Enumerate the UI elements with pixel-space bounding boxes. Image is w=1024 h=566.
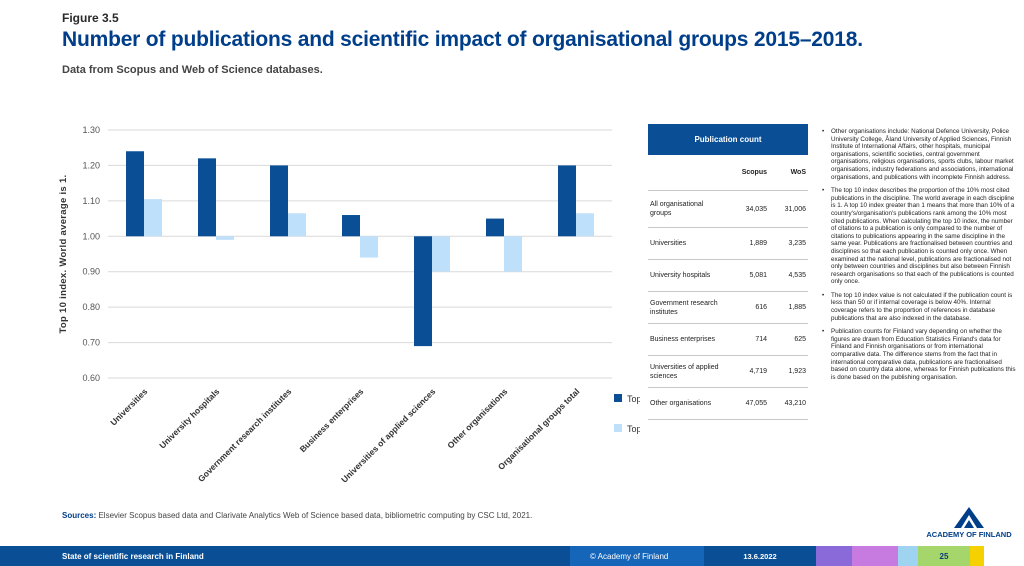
table-cell: 5,081 [749,272,767,279]
y-tick-label: 0.80 [82,302,100,312]
y-tick-label: 0.60 [82,373,100,383]
academy-logo: ACADEMY OF FINLAND [916,506,1022,542]
bar [486,218,504,237]
publication-count-table: Publication count Scopus WoS All organis… [648,124,808,420]
page-subtitle: Data from Scopus and Web of Science data… [62,64,323,76]
footer-color-block [984,546,1024,566]
notes-list: Other organisations include: National De… [822,128,1018,387]
x-tick-label: Business enterprises [298,386,366,454]
table-column-header: Scopus [741,169,767,176]
table-cell: 714 [755,336,767,343]
table-row: Government research institutes 616 1,885 [648,292,808,324]
logo-text: ACADEMY OF FINLAND [926,530,1012,539]
bar [270,165,288,237]
x-tick-label: University hospitals [157,386,221,450]
mountain-logo-icon [954,507,984,528]
footer-page-number: 25 [918,546,970,566]
legend-entry: Top 10 index Scopus [627,394,640,404]
bar [216,236,234,240]
table-cell: 616 [755,304,767,311]
note-item: Publication counts for Finland vary depe… [822,328,1018,381]
note-item: The top 10 index value is not calculated… [822,292,1018,322]
table-column-header: WoS [790,169,806,176]
bar [576,213,594,237]
table-cell: 4,719 [749,368,767,375]
bar-chart: 1.30 1.20 1.10 1.00 0.90 0.80 0.70 0.60 Top 10 i… [58,125,640,485]
legend-swatch [614,424,622,432]
sources-text: Elsevier Scopus based data and Clarivate… [96,511,533,520]
bar [126,151,144,237]
table-cell: 625 [794,336,806,343]
sources-label: Sources: [62,511,97,520]
bar [414,236,432,347]
footer-color-block [898,546,918,566]
y-tick-label: 1.10 [82,196,100,206]
bar [432,236,450,272]
figure-label: Figure 3.5 [62,11,119,25]
y-tick-label: 0.90 [82,267,100,277]
y-axis-label: Top 10 index. World average is 1. [58,175,69,334]
table-cell: 4,535 [788,272,806,279]
table-cell: 1,885 [788,304,806,311]
bar [144,199,162,237]
bar [288,213,306,237]
table-row-label: Government research institutes [650,299,718,316]
table-row-label: University hospitals [650,272,711,279]
note-item: The top 10 index describes the proportio… [822,187,1018,286]
y-tick-label: 1.00 [82,231,100,241]
y-tick-label: 0.70 [82,338,100,348]
table-cell: 31,006 [784,205,806,213]
x-tick-label: Other organisations [445,386,509,450]
table-row: All organisational groups 34,035 31,006 [648,191,808,228]
footer-color-block [970,546,984,566]
legend-entry: Top 10 index WoS [627,424,640,434]
x-tick-label: Universities [108,386,149,427]
table-cell: 47,055 [745,400,767,407]
x-tick-label: Organisational groups total [496,386,582,472]
footer-color-block [852,546,898,566]
table-cell: 1,889 [749,240,767,247]
footer-copyright: © Academy of Finland [570,546,704,566]
table-row: Business enterprises 714 625 [648,324,808,356]
y-tick-label: 1.30 [82,125,100,135]
table-row-label: Other organisations [650,400,712,407]
page-title: Number of publications and scientific im… [62,28,863,51]
y-tick-label: 1.20 [82,160,100,170]
sources-line: Sources: Elsevier Scopus based data and … [62,511,532,520]
table-cell: 3,235 [788,240,806,247]
footer-title: State of scientific research in Finland [0,546,570,566]
table-row: Other organisations 47,055 43,210 [648,388,808,420]
note-item: Other organisations include: National De… [822,128,1018,181]
table-row: Universities 1,889 3,235 [648,228,808,260]
table-row-label: Business enterprises [650,336,715,343]
table-row-label: All organisational groups [650,201,704,217]
table-row: University hospitals 5,081 4,535 [648,260,808,292]
table-cell: 34,035 [745,205,767,213]
table-header: Publication count [648,124,808,155]
table-row-label: Universities of applied sciences [650,363,719,380]
table-column-header-row: Scopus WoS [648,155,808,191]
table-row-label: Universities [650,240,687,247]
table-cell: 43,210 [784,400,806,407]
bar [198,158,216,237]
footer-bar: State of scientific research in Finland … [0,546,1024,566]
table-row: Universities of applied sciences 4,719 1,9… [648,356,808,388]
table-cell: 1,923 [788,368,806,375]
bar [504,236,522,272]
legend-swatch [614,394,622,402]
bar [360,236,378,258]
footer-date: 13.6.2022 [704,546,816,566]
footer-color-block [816,546,852,566]
bar [558,165,576,237]
bar [342,215,360,237]
